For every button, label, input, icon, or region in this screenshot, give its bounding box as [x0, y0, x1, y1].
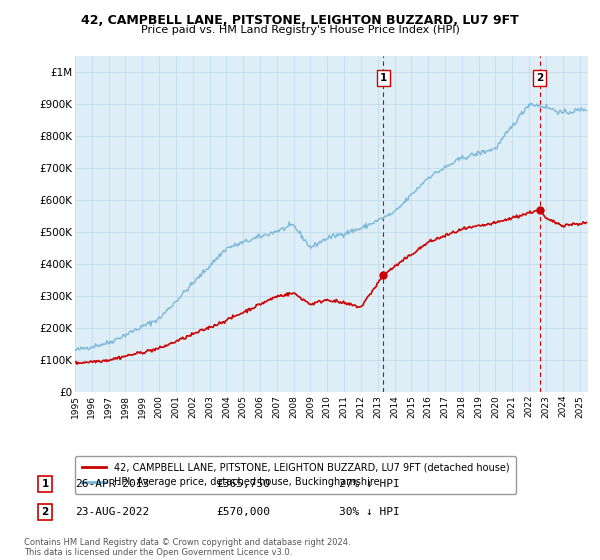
Text: £570,000: £570,000 — [216, 507, 270, 517]
Text: Contains HM Land Registry data © Crown copyright and database right 2024.
This d: Contains HM Land Registry data © Crown c… — [24, 538, 350, 557]
Text: 30% ↓ HPI: 30% ↓ HPI — [339, 507, 400, 517]
Text: 2: 2 — [536, 73, 544, 83]
Text: 2: 2 — [41, 507, 49, 517]
Text: 1: 1 — [41, 479, 49, 489]
Text: 23-AUG-2022: 23-AUG-2022 — [75, 507, 149, 517]
Text: Price paid vs. HM Land Registry's House Price Index (HPI): Price paid vs. HM Land Registry's House … — [140, 25, 460, 35]
Text: £365,750: £365,750 — [216, 479, 270, 489]
Text: 27% ↓ HPI: 27% ↓ HPI — [339, 479, 400, 489]
Text: 42, CAMPBELL LANE, PITSTONE, LEIGHTON BUZZARD, LU7 9FT: 42, CAMPBELL LANE, PITSTONE, LEIGHTON BU… — [81, 14, 519, 27]
Text: 26-APR-2013: 26-APR-2013 — [75, 479, 149, 489]
Text: 1: 1 — [380, 73, 387, 83]
Legend: 42, CAMPBELL LANE, PITSTONE, LEIGHTON BUZZARD, LU7 9FT (detached house), HPI: Av: 42, CAMPBELL LANE, PITSTONE, LEIGHTON BU… — [75, 456, 516, 494]
